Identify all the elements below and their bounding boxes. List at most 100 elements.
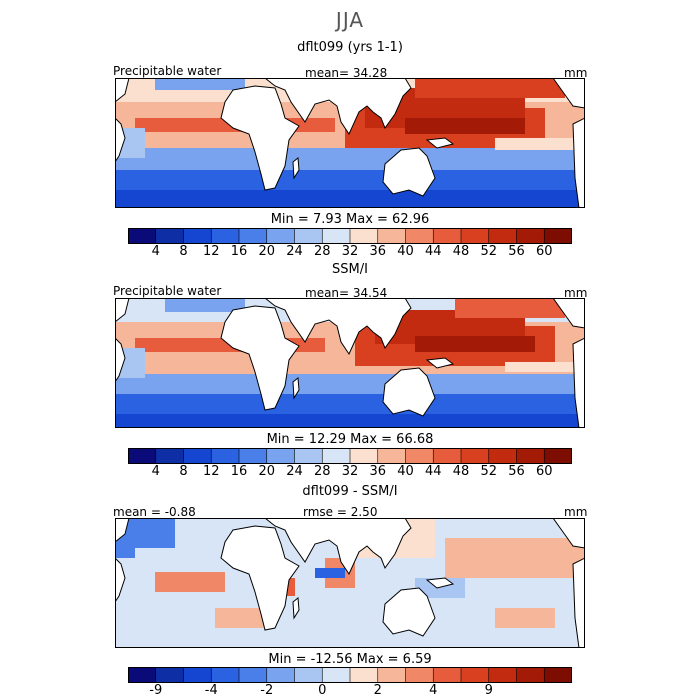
panel-3-colorbar — [128, 667, 572, 683]
land-outline — [292, 157, 300, 180]
land-outline — [264, 298, 412, 356]
colorbar-frame — [128, 448, 572, 464]
land-outline — [425, 357, 455, 369]
colorbar-tick-label: 4 — [429, 683, 438, 698]
colorbar-tick-label: 2 — [373, 683, 382, 698]
colorbar-swatch — [516, 448, 545, 464]
colorbar-swatch — [377, 667, 406, 683]
colorbar-swatch — [266, 448, 295, 464]
land-outline — [264, 78, 412, 136]
panel-2-unit-label: mm — [564, 286, 588, 300]
land-outline — [264, 518, 412, 576]
panel-1-unit-label: mm — [564, 66, 588, 80]
colorbar-tick-label: 4 — [151, 464, 160, 479]
colorbar-tick-label: 12 — [202, 464, 220, 479]
land-outline — [115, 337, 126, 383]
colorbar-tick-label: 0 — [318, 683, 327, 698]
map-field-patch — [455, 298, 565, 318]
colorbar-tick-label: 52 — [480, 464, 498, 479]
panel-2-colorbar — [128, 448, 572, 464]
season-title: JJA — [335, 8, 365, 32]
colorbar-swatch — [294, 667, 323, 683]
colorbar-swatch — [322, 667, 351, 683]
colorbar-swatch — [155, 228, 184, 244]
map-field-patch — [415, 578, 465, 598]
colorbar-swatch — [211, 228, 240, 244]
land-outline — [425, 137, 455, 149]
colorbar-swatch — [488, 448, 517, 464]
land-outline — [572, 557, 585, 648]
colorbar-swatch — [488, 667, 517, 683]
panel-2-map — [115, 298, 585, 428]
colorbar-swatch — [183, 667, 212, 683]
panel-1-variable-label: Precipitable water — [113, 64, 222, 78]
panel-2-colorbar-ticks: 4 8 12 16 20 24 28 32 36 40 44 48 52 56 60 — [128, 464, 572, 480]
colorbar-tick-label: 40 — [397, 244, 414, 259]
map-field-patch — [495, 138, 585, 150]
map-field-patch — [505, 362, 585, 372]
colorbar-swatch — [128, 448, 157, 464]
colorbar-swatch — [155, 667, 184, 683]
colorbar-swatch — [322, 228, 351, 244]
land-outline — [382, 367, 436, 417]
land-outline — [220, 305, 300, 411]
map-field-patch — [315, 568, 345, 578]
land-outline — [220, 525, 300, 631]
land-outline — [115, 518, 130, 543]
colorbar-swatch — [239, 228, 268, 244]
panel-2-variable-label: Precipitable water — [113, 284, 222, 298]
map-frame — [115, 298, 585, 428]
colorbar-tick-label: -4 — [204, 683, 218, 698]
colorbar-tick-label: 44 — [424, 244, 442, 259]
colorbar-frame — [128, 228, 572, 244]
panel-3-colorbar-ticks: -9 -4 -2 0 2 4 9 — [128, 683, 572, 699]
colorbar-swatch — [433, 667, 462, 683]
colorbar-swatch — [266, 667, 295, 683]
colorbar-swatch — [128, 667, 157, 683]
map-frame — [115, 78, 585, 208]
colorbar-swatch — [350, 448, 379, 464]
colorbar-tick-label: 28 — [313, 244, 331, 259]
land-outline — [292, 597, 300, 620]
map-field-patch — [155, 572, 225, 592]
map-field-patch — [165, 298, 245, 312]
land-outline — [115, 557, 126, 603]
colorbar-tick-label: 24 — [286, 464, 303, 479]
colorbar-tick-label: 52 — [480, 244, 498, 259]
colorbar-swatch — [433, 448, 462, 464]
map-field-patch — [115, 414, 585, 428]
land-outline — [115, 117, 126, 163]
colorbar-swatch — [488, 228, 517, 244]
colorbar-swatch — [183, 228, 212, 244]
panel-1-mean-label: mean= 34.28 — [305, 66, 388, 80]
land-outline — [572, 337, 585, 428]
colorbar-swatch — [294, 228, 323, 244]
map-field-patch — [215, 608, 275, 628]
colorbar-swatch — [350, 228, 379, 244]
panel-1-title: dflt099 (yrs 1-1) — [297, 40, 403, 55]
land-outline — [382, 147, 436, 197]
panel-3-rmse-label: rmse = 2.50 — [303, 505, 378, 519]
map-field-patch — [115, 538, 135, 558]
colorbar-tick-label: 20 — [258, 464, 276, 479]
colorbar-frame — [128, 667, 572, 683]
land-outline — [552, 298, 585, 329]
map-field-patch — [445, 538, 585, 578]
colorbar-tick-label: 16 — [230, 244, 248, 259]
colorbar-swatch — [155, 448, 184, 464]
colorbar-swatch — [350, 667, 379, 683]
colorbar-swatch — [461, 228, 490, 244]
land-outline — [115, 298, 130, 323]
land-outline — [552, 518, 585, 549]
colorbar-tick-label: 28 — [313, 464, 331, 479]
colorbar-swatch — [405, 667, 434, 683]
colorbar-tick-label: 48 — [452, 244, 470, 259]
colorbar-tick-label: 9 — [484, 683, 493, 698]
colorbar-swatch — [377, 448, 406, 464]
colorbar-swatch — [544, 448, 572, 464]
colorbar-tick-label: 32 — [341, 244, 359, 259]
colorbar-tick-label: 24 — [286, 244, 303, 259]
colorbar-tick-label: -2 — [260, 683, 274, 698]
map-field-patch — [115, 190, 585, 208]
panel-3-title: dflt099 - SSM/I — [302, 484, 398, 499]
